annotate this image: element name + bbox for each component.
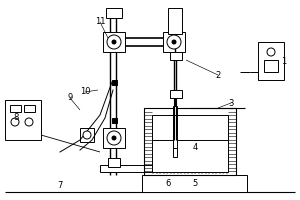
Bar (168, 8, 182, 34)
Bar (112, 118, 117, 123)
Bar (112, 80, 117, 85)
Text: 11: 11 (95, 18, 105, 26)
Circle shape (112, 136, 116, 140)
Circle shape (107, 35, 121, 49)
Text: 3: 3 (228, 98, 234, 108)
Bar (144, 108, 236, 175)
Bar (103, 32, 125, 52)
Circle shape (267, 48, 275, 56)
Circle shape (25, 118, 33, 126)
Circle shape (11, 118, 19, 126)
Circle shape (112, 40, 116, 44)
Bar (10, 105, 21, 112)
Bar (100, 165, 210, 172)
Bar (108, 158, 120, 167)
Text: 10: 10 (80, 88, 90, 97)
Bar (264, 60, 278, 72)
Text: 1: 1 (281, 58, 286, 66)
Text: 6: 6 (165, 178, 171, 188)
Circle shape (172, 40, 176, 44)
Bar (173, 106, 177, 148)
Bar (5, 100, 41, 140)
Bar (173, 115, 177, 157)
Bar (24, 105, 35, 112)
Text: 7: 7 (57, 180, 63, 190)
Text: 5: 5 (192, 178, 198, 188)
Text: 9: 9 (68, 94, 73, 102)
Bar (103, 128, 125, 148)
Text: 2: 2 (215, 71, 220, 79)
Bar (106, 8, 122, 18)
Bar (163, 32, 185, 52)
Bar (152, 115, 228, 172)
Circle shape (167, 35, 181, 49)
Bar (170, 90, 182, 98)
Bar (142, 175, 247, 192)
Bar (80, 128, 94, 142)
Circle shape (107, 131, 121, 145)
Bar (170, 52, 182, 60)
Circle shape (83, 131, 91, 139)
Text: 8: 8 (13, 114, 19, 122)
Text: 4: 4 (192, 144, 198, 152)
Bar (258, 42, 284, 80)
